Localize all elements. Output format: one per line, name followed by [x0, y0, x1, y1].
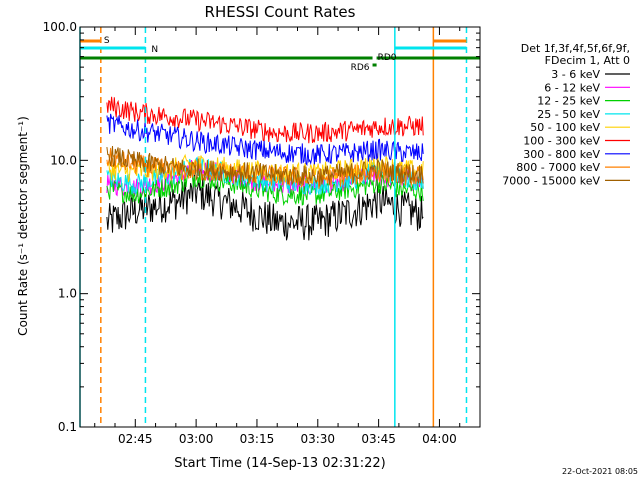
- x-tick-label: 03:45: [361, 432, 396, 446]
- flag-label: N: [151, 45, 158, 55]
- x-tick-label: 03:15: [240, 432, 275, 446]
- x-axis-label-prefix: Start Time (: [174, 456, 251, 471]
- legend-header-line-2: FDecim 1, Att 0: [545, 54, 630, 67]
- x-tick-label: 03:30: [300, 432, 335, 446]
- legend-item-label: 100 - 300 keV: [523, 135, 600, 148]
- flag-label: S: [104, 36, 110, 46]
- legend-header-line-1: Det 1f,3f,4f,5f,6f,9f,: [521, 42, 630, 55]
- y-axis-label: Count Rate (s⁻¹ detector segment⁻¹): [16, 116, 30, 336]
- flag-bars-layer: S N RD0 RD6: [80, 36, 480, 73]
- legend-item-label: 300 - 800 keV: [523, 148, 600, 161]
- series-line: [106, 147, 424, 189]
- x-axis-label-date: 14-Sep-13 02:31:22: [251, 456, 381, 471]
- flag-label: RD0: [378, 53, 397, 63]
- series-line: [106, 145, 424, 187]
- x-axis: 02:45 03:00 03:15 03:30 03:45 04:00: [94, 27, 481, 446]
- timestamp: 22-Oct-2021 08:05: [562, 467, 638, 476]
- legend-item-label: 7000 - 15000 keV: [502, 174, 600, 187]
- series-line: [106, 96, 424, 144]
- legend-item-label: 6 - 12 keV: [544, 81, 600, 94]
- plot-frame: [79, 26, 481, 428]
- y-axis: 0.1 1.0 10.0 100.0: [43, 20, 480, 434]
- legend-item-label: 3 - 6 keV: [551, 68, 600, 81]
- x-tick-label: 04:00: [422, 432, 457, 446]
- flag-label: RD6: [351, 63, 370, 73]
- vertical-lines-layer: [79, 27, 468, 427]
- plot-area: S N RD0 RD6: [79, 26, 481, 428]
- y-tick-label: 0.1: [58, 420, 77, 434]
- legend-item-label: 800 - 7000 keV: [516, 161, 600, 174]
- legend-item-label: 50 - 100 keV: [530, 121, 600, 134]
- series-line: [106, 113, 424, 166]
- legend-item-label: 25 - 50 keV: [537, 108, 600, 121]
- x-axis-label: Start Time (14-Sep-13 02:31:22): [174, 456, 386, 471]
- x-tick-label: 02:45: [118, 432, 153, 446]
- y-tick-label: 10.0: [50, 153, 77, 167]
- y-tick-label: 100.0: [43, 20, 77, 34]
- legend-item-label: 12 - 25 keV: [537, 95, 600, 108]
- y-tick-label: 1.0: [58, 287, 77, 301]
- x-axis-label-suffix: ): [381, 456, 386, 471]
- legend: Det 1f,3f,4f,5f,6f,9f, FDecim 1, Att 0 3…: [502, 42, 630, 187]
- x-tick-label: 03:00: [179, 432, 214, 446]
- series-layer: [106, 96, 424, 241]
- chart-title: RHESSI Count Rates: [205, 3, 356, 21]
